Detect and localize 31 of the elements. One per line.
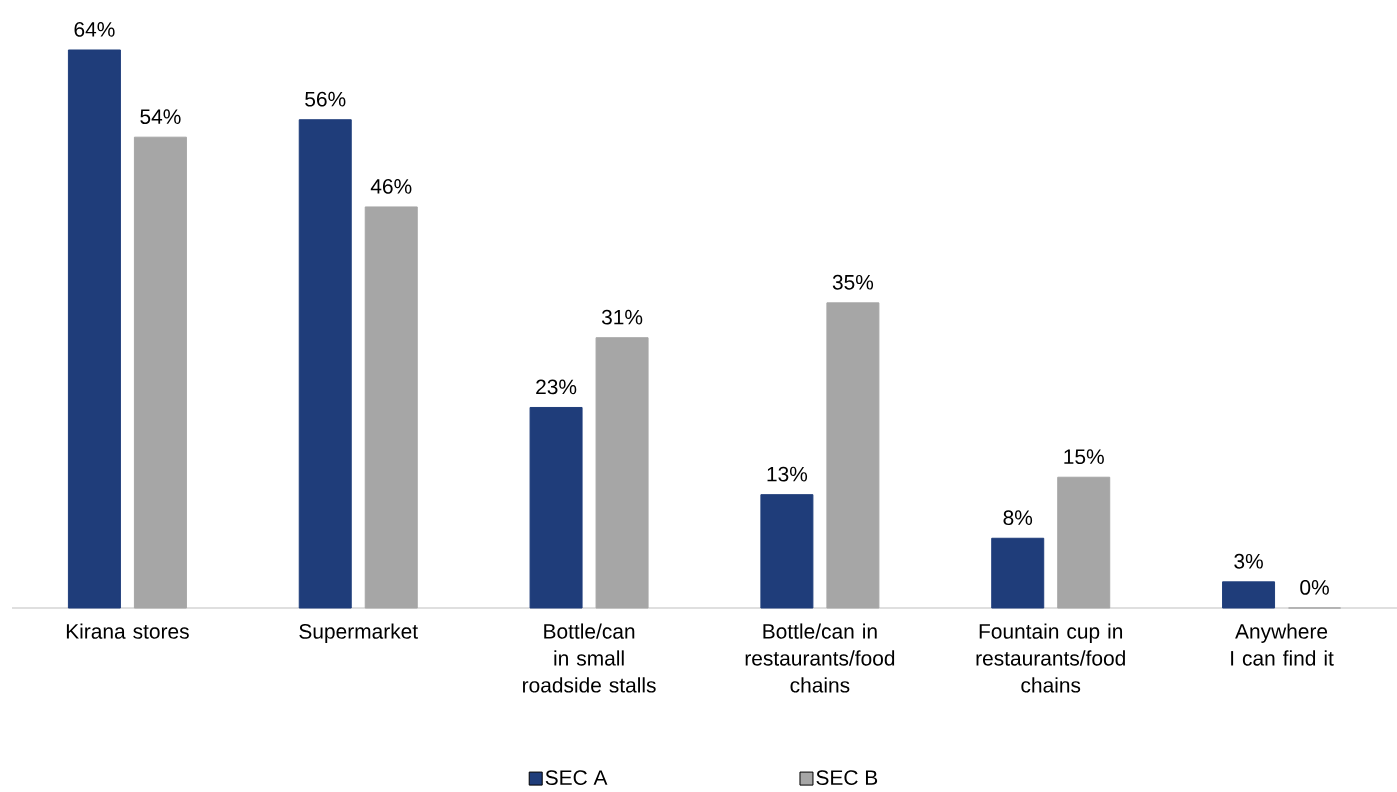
data-label: 31% — [601, 309, 643, 325]
bar — [826, 302, 880, 609]
bar — [1057, 476, 1111, 609]
data-label: 13% — [767, 466, 808, 482]
bar — [133, 136, 187, 609]
data-label: 8% — [1003, 510, 1033, 526]
x-tick-label: Anywhere I can find it — [1231, 623, 1334, 666]
data-label: 0% — [1300, 580, 1329, 595]
x-tick-label: Supermarket — [299, 623, 418, 643]
data-label: 3% — [1234, 553, 1263, 569]
x-tick-label: Bottle/can in restaurants/food chains — [745, 623, 895, 693]
legend-label: SEC A — [545, 770, 608, 786]
data-label: 54% — [140, 109, 181, 125]
bar — [1222, 581, 1276, 609]
data-label: 56% — [305, 91, 346, 107]
data-label: 23% — [536, 379, 577, 395]
legend-label: SEC B — [816, 770, 878, 786]
bar — [67, 49, 121, 609]
bar — [529, 406, 583, 609]
x-tick-label: Fountain cup in restaurants/food chains — [976, 623, 1125, 693]
bar — [991, 537, 1045, 609]
bar — [760, 494, 814, 609]
data-label: 64% — [74, 22, 115, 37]
x-tick-label: Kirana stores — [66, 623, 189, 639]
data-label: 35% — [832, 274, 874, 290]
data-label: 46% — [370, 178, 412, 194]
bar — [595, 337, 649, 609]
bar — [364, 206, 418, 609]
bar — [298, 119, 352, 609]
x-tick-label: Bottle/can in small roadside stalls — [523, 623, 656, 693]
data-label: 15% — [1064, 449, 1104, 465]
